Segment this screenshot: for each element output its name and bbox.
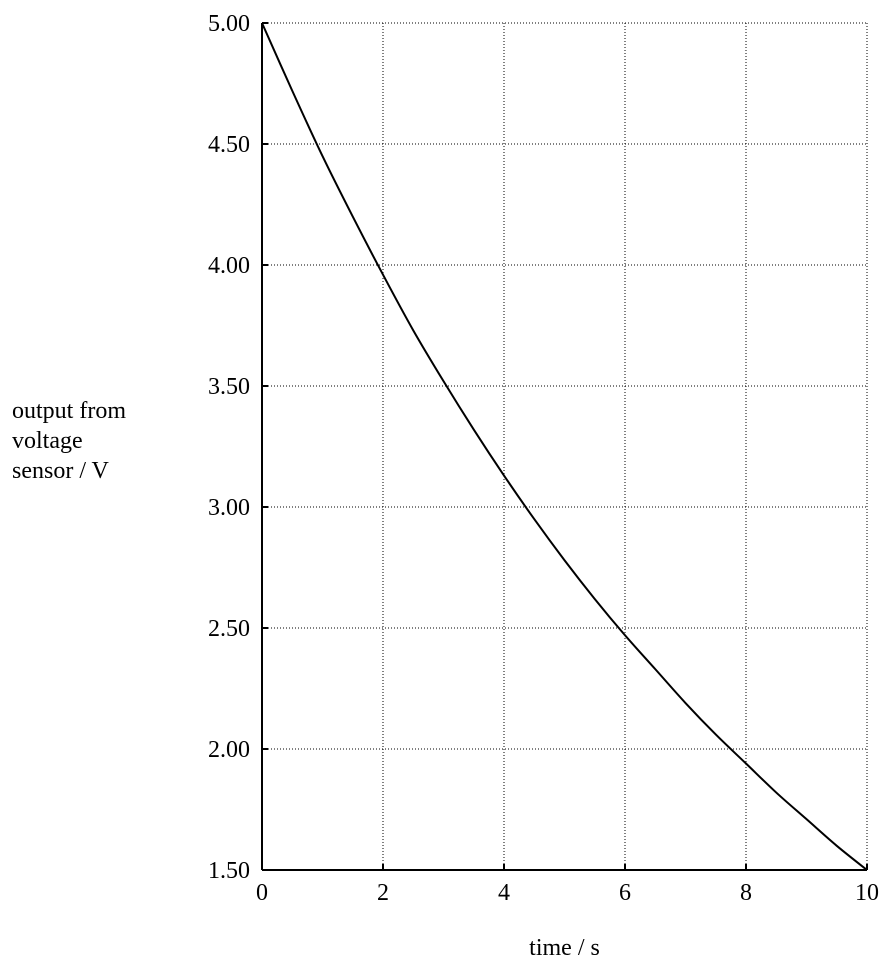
y-tick-label-0: 1.50 <box>208 858 250 884</box>
series-line-0 <box>261 22 868 871</box>
y-tick-label-1: 2.00 <box>208 737 250 763</box>
x-axis-label: time / s <box>529 935 600 961</box>
x-tick-label-2: 4 <box>498 880 510 906</box>
x-tick-label-1: 2 <box>377 880 389 906</box>
x-tick-label-3: 6 <box>619 880 631 906</box>
y-tick-label-4: 3.50 <box>208 374 250 400</box>
y-axis-label-line-3: sensor / V <box>12 458 110 484</box>
y-tick-label-5: 4.00 <box>208 253 250 279</box>
series <box>261 22 868 871</box>
y-axis-label: output from voltage sensor / V <box>12 398 132 484</box>
y-axis-label-line-1: output from <box>12 398 126 424</box>
y-tick-label-3: 3.00 <box>208 495 250 521</box>
x-tick-labels: 0 2 4 6 8 10 <box>256 880 879 906</box>
y-tick-labels: 1.50 2.00 2.50 3.00 3.50 4.00 4.50 5.00 <box>208 11 250 884</box>
x-tick-label-4: 8 <box>740 880 752 906</box>
axes <box>261 22 868 871</box>
y-tick-label-2: 2.50 <box>208 616 250 642</box>
y-axis-label-line-2: voltage <box>12 428 83 454</box>
y-tick-label-7: 5.00 <box>208 11 250 37</box>
y-tick-label-6: 4.50 <box>208 132 250 158</box>
grid <box>262 22 868 870</box>
x-tick-label-0: 0 <box>256 880 268 906</box>
x-tick-label-5: 10 <box>855 880 879 906</box>
